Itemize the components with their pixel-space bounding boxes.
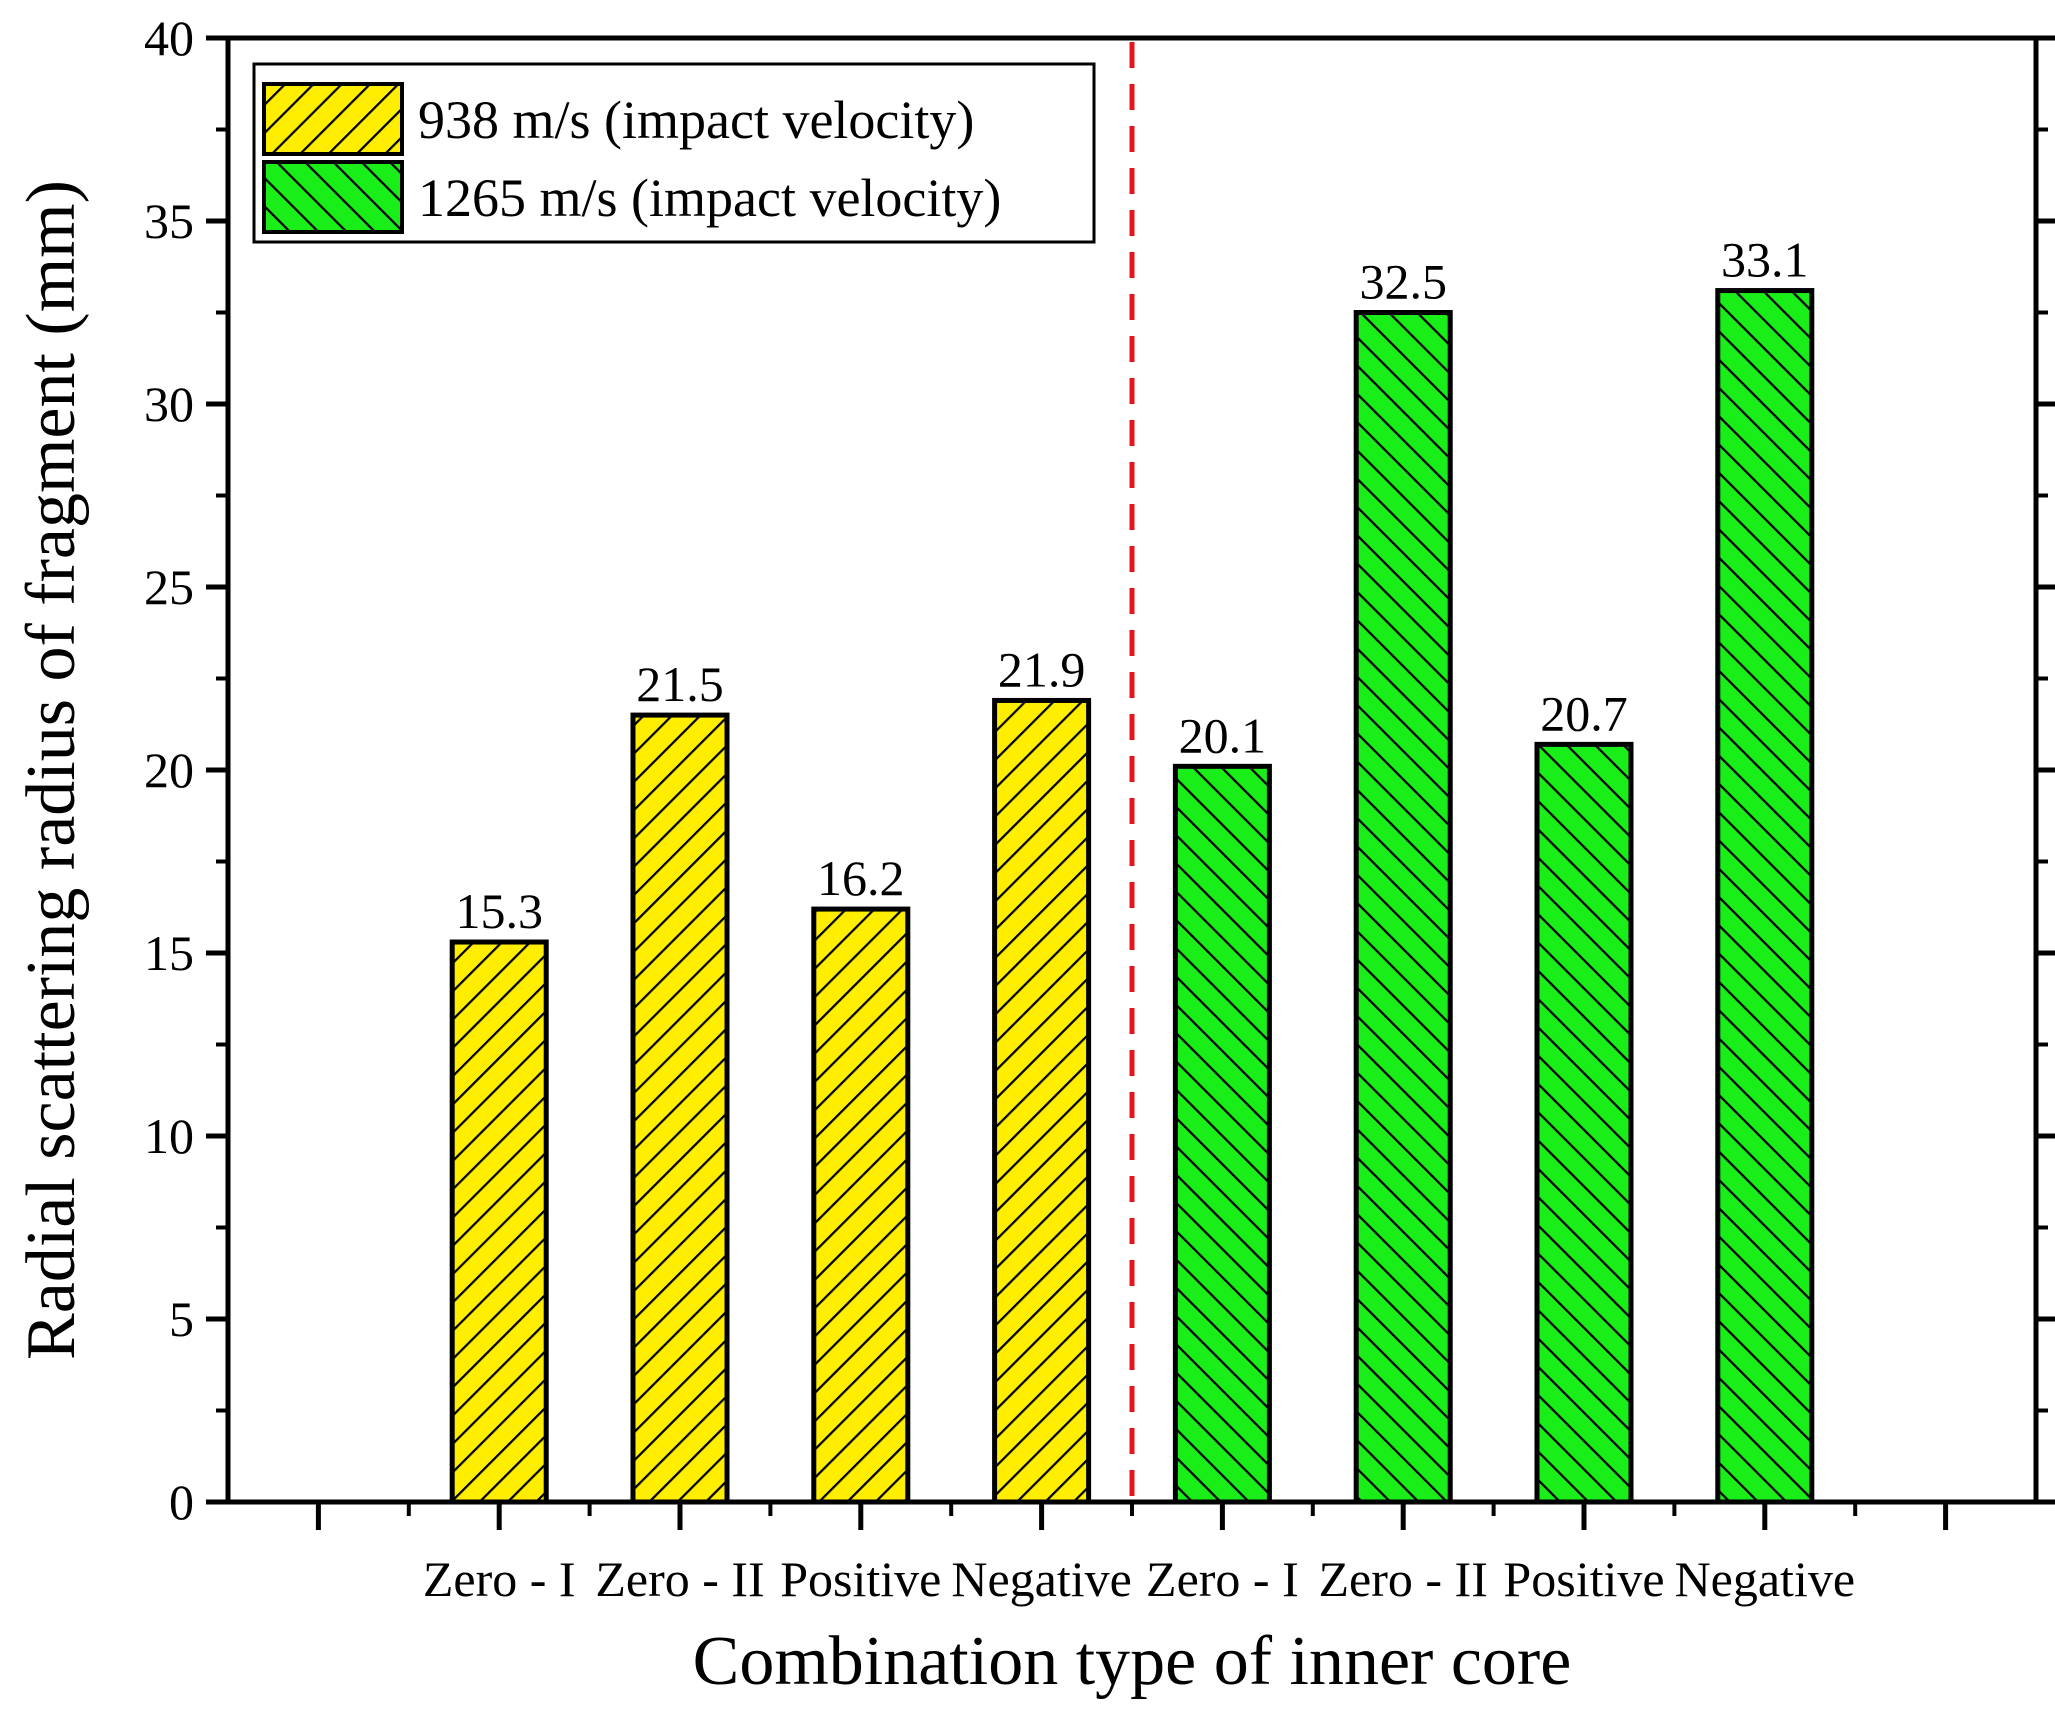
x-axis-title: Combination type of inner core (693, 1623, 1572, 1700)
bar (811, 906, 911, 1505)
legend-swatch-1265 (262, 160, 404, 234)
x-tick-label: Positive (1503, 1551, 1664, 1607)
x-tick-label: Negative (1675, 1551, 1855, 1607)
bar-group (449, 288, 1815, 1505)
category-labels: Zero - I Zero - II Positive Negative Zero - … (423, 1551, 1855, 1607)
x-tick-label: Positive (780, 1551, 941, 1607)
x-tick-label: Zero - II (1319, 1551, 1488, 1607)
x-axis (315, 1502, 1949, 1530)
y-tick-label: 25 (144, 559, 194, 615)
x-tick-label: Zero - I (423, 1551, 576, 1607)
bar (1353, 310, 1453, 1505)
bar (630, 712, 730, 1505)
data-label: 21.5 (636, 656, 724, 712)
legend-label-1265: 1265 m/s (impact velocity) (418, 168, 1001, 228)
bar (992, 697, 1092, 1505)
x-tick-label: Zero - I (1146, 1551, 1299, 1607)
y-tick-label: 0 (169, 1474, 194, 1530)
x-tick-label: Zero - II (595, 1551, 764, 1607)
y-tick-label: 20 (144, 742, 194, 798)
data-labels: 15.3 21.5 16.2 21.9 20.1 32.5 20.7 33.1 (455, 232, 1808, 939)
y-tick-label: 10 (144, 1108, 194, 1164)
y-tick-label: 15 (144, 925, 194, 981)
data-label: 33.1 (1721, 232, 1809, 288)
y-tick-label: 35 (144, 193, 194, 249)
data-label: 32.5 (1359, 254, 1447, 310)
bar (1172, 763, 1272, 1505)
bar (1715, 288, 1815, 1505)
legend: 938 m/s (impact velocity) 1265 m/s (impa… (252, 62, 1096, 244)
y-tick-label: 5 (169, 1291, 194, 1347)
y-tick-label: 30 (144, 376, 194, 432)
data-label: 15.3 (455, 883, 543, 939)
data-label: 21.9 (998, 641, 1086, 697)
legend-swatch-938 (262, 82, 404, 156)
bar (1534, 741, 1634, 1505)
data-label: 20.1 (1179, 707, 1267, 763)
plot-frame (225, 35, 2039, 1505)
x-tick-label: Negative (951, 1551, 1131, 1607)
y-axis-title: Radial scattering radius of fragment (mm… (13, 180, 90, 1360)
legend-label-938: 938 m/s (impact velocity) (418, 90, 974, 150)
data-label: 16.2 (817, 850, 905, 906)
y-tick-label: 40 (144, 10, 194, 66)
y-axis: 0 5 10 15 20 25 30 35 40 (144, 10, 2055, 1530)
data-label: 20.7 (1540, 685, 1628, 741)
bar (449, 939, 549, 1505)
